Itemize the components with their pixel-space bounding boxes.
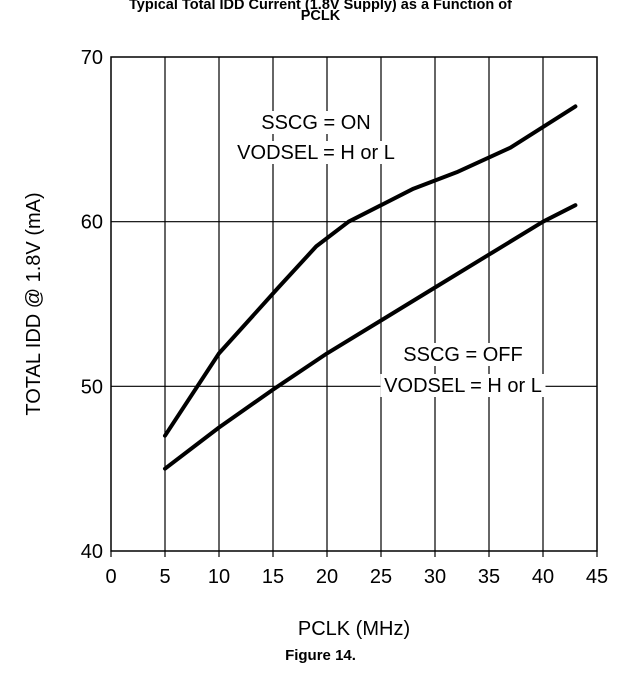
y-axis-label: TOTAL IDD @ 1.8V (mA): [23, 192, 45, 415]
series-lines: [163, 104, 578, 471]
annotation-sscg-on-label-line2: VODSEL = H or L: [237, 142, 395, 164]
x-tick-label-6: 30: [424, 566, 446, 588]
x-tick-label-2: 10: [208, 566, 230, 588]
y-tick-label-3: 70: [81, 47, 103, 69]
y-tick-label-2: 60: [81, 212, 103, 234]
series-annotations: SSCG = ON VODSEL = H or L SSCG = OFF VODSEL…: [233, 111, 546, 397]
x-axis-label: PCLK (MHz): [298, 618, 410, 640]
annotation-sscg-on-label-line1: SSCG = ON: [261, 112, 370, 134]
annotation-sscg-off-label-line1: SSCG = OFF: [403, 344, 522, 366]
x-tick-label-8: 40: [532, 566, 554, 588]
x-tick-label-3: 15: [262, 566, 284, 588]
y-tick-label-1: 50: [81, 376, 103, 398]
x-tick-label-0: 0: [105, 566, 116, 588]
grid-lines: [110, 57, 598, 557]
chart-title-line1: Typical Total IDD Current (1.8V Supply) …: [129, 0, 512, 13]
series-line-sscg-off: [163, 203, 578, 471]
y-tick-label-0: 40: [81, 541, 103, 563]
plot-frame: [110, 56, 598, 552]
annotation-bg-sscg-on-label-line1: [265, 111, 367, 134]
x-tick-label-7: 35: [478, 566, 500, 588]
series-line-sscg-on: [163, 104, 578, 438]
chart-title: Typical Total IDD Current (1.8V Supply) …: [0, 0, 641, 24]
chart-title-line2: PCLK: [300, 8, 341, 24]
x-tick-label-5: 25: [370, 566, 392, 588]
x-tick-label-9: 45: [586, 566, 608, 588]
annotation-bg-sscg-off-label-line2: [380, 374, 546, 397]
x-tick-labels: 0 5 10 15 20 25 30 35 40 45: [105, 566, 608, 588]
x-tick-label-4: 20: [316, 566, 338, 588]
y-tick-labels: 40 50 60 70: [81, 47, 103, 563]
x-tick-label-1: 5: [159, 566, 170, 588]
annotation-sscg-off-label-line2: VODSEL = H or L: [384, 375, 542, 397]
annotation-bg-sscg-on-label-line2: [233, 141, 399, 164]
annotation-bg-sscg-off-label-line1: [407, 343, 519, 366]
figure-label: Figure 14.: [285, 647, 356, 664]
